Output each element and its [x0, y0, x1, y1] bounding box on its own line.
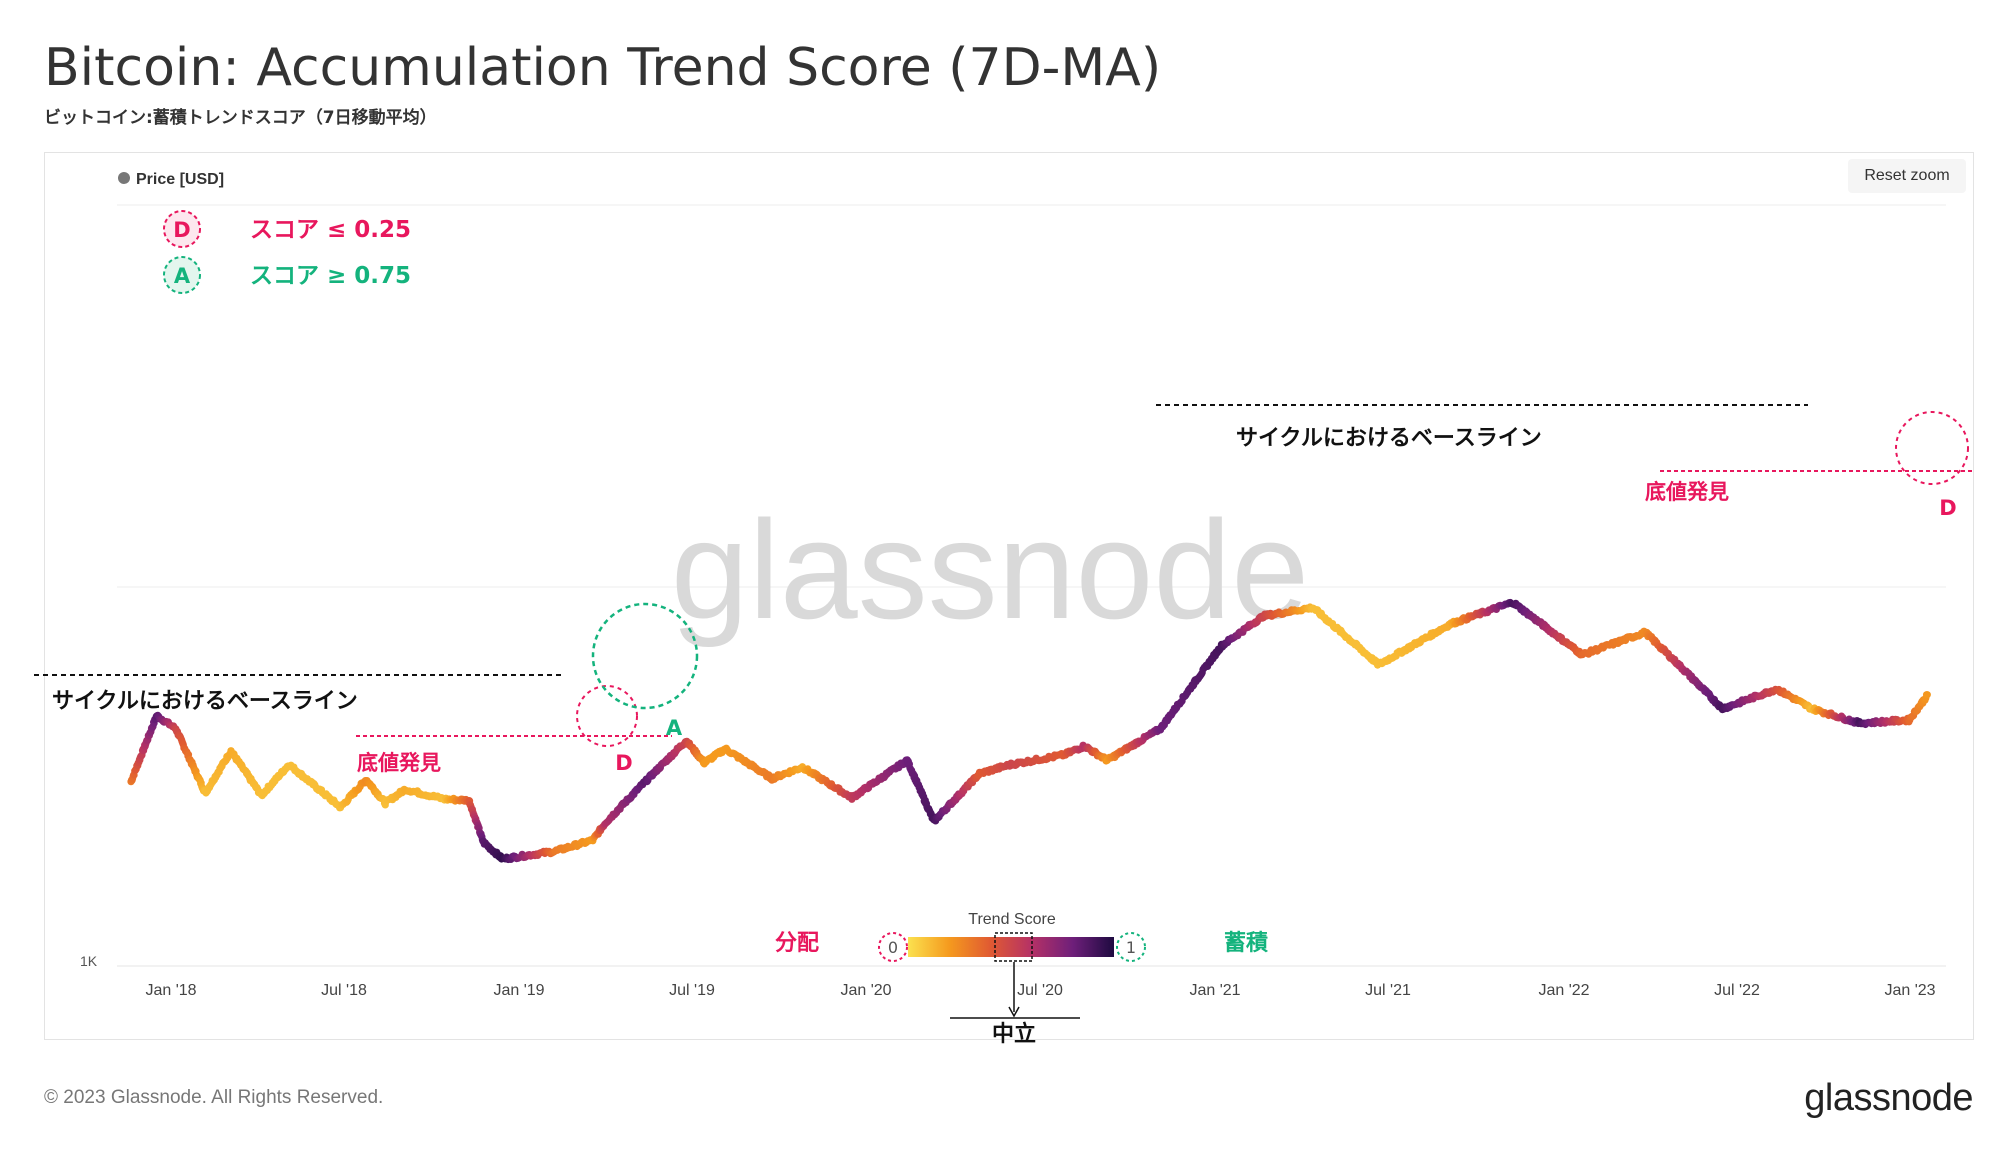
colorbar-max-circle: [1116, 932, 1146, 962]
colorbar-min-label: 0: [888, 938, 898, 957]
x-tick-label: Jan '19: [493, 982, 544, 999]
x-tick-label: Jan '22: [1538, 982, 1589, 999]
colorbar-left-label: 分配: [775, 931, 819, 956]
chart-frame: [44, 152, 1974, 1040]
bottom-label-2019: 底値発見: [357, 751, 441, 775]
baseline-label-2021: サイクルにおけるベースライン: [1236, 426, 1542, 451]
y-tick-label: 1K: [80, 953, 98, 969]
key-a-text: スコア ≥ 0.75: [250, 263, 411, 289]
colorbar-neutral-label: 中立: [992, 1021, 1036, 1047]
baseline-label-2018: サイクルにおけるベースライン: [52, 689, 358, 714]
d-marker-circle-2022: [1895, 411, 1969, 485]
price-point: [1923, 691, 1931, 699]
legend-item-price[interactable]: Price [USD]: [136, 171, 224, 188]
colorbar-min-circle: [878, 932, 908, 962]
key-a-circle: [163, 256, 201, 294]
x-tick-label: Jul '21: [1365, 982, 1411, 999]
x-tick-label: Jan '20: [840, 982, 891, 999]
key-d-letter: D: [173, 218, 190, 242]
watermark: glassnode: [671, 491, 1309, 648]
x-tick-label: Jan '18: [145, 982, 196, 999]
key-d-text: スコア ≤ 0.25: [250, 217, 411, 243]
colorbar-max-label: 1: [1126, 938, 1136, 957]
colorbar-neutral-box: [994, 932, 1033, 962]
key-a-letter: A: [174, 264, 191, 288]
d-marker-circle-2019: [576, 685, 638, 747]
footer-logo: glassnode: [1804, 1077, 1973, 1119]
d-marker-label-2019: D: [615, 751, 632, 775]
key-d-circle: [163, 210, 201, 248]
x-tick-label: Jan '21: [1189, 982, 1240, 999]
neutral-arrow-head: [1008, 1006, 1020, 1018]
price-series: [127, 598, 1931, 864]
a-marker-circle-2019: [591, 602, 699, 710]
a-marker-label-2019: A: [666, 716, 683, 740]
d-marker-label-2022: D: [1939, 496, 1956, 520]
bottom-label-2022: 底値発見: [1645, 480, 1729, 504]
chart-subtitle: ビットコイン:蓄積トレンドスコア（7日移動平均）: [44, 108, 437, 128]
x-tick-label: Jul '19: [669, 982, 715, 999]
x-tick-label: Jul '22: [1714, 982, 1760, 999]
x-tick-label: Jan '23: [1884, 982, 1935, 999]
copyright: © 2023 Glassnode. All Rights Reserved.: [44, 1087, 384, 1108]
colorbar-gradient: [908, 937, 1114, 957]
x-tick-label: Jul '20: [1017, 982, 1063, 999]
x-tick-label: Jul '18: [321, 982, 367, 999]
chart-title: Bitcoin: Accumulation Trend Score (7D-MA…: [44, 38, 1162, 98]
legend-dot: [118, 172, 130, 184]
reset-zoom-button[interactable]: Reset zoom: [1848, 159, 1966, 193]
colorbar-title: Trend Score: [968, 911, 1056, 928]
colorbar-right-label: 蓄積: [1224, 931, 1269, 956]
